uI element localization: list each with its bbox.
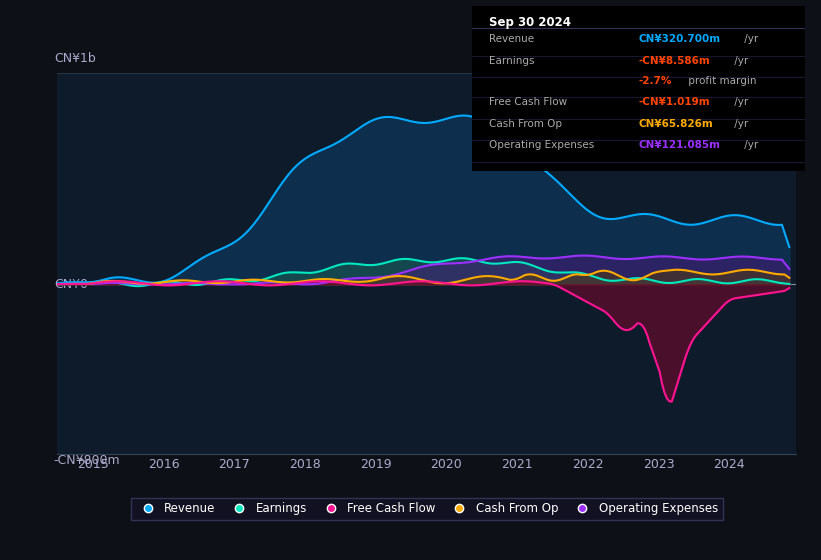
Text: Revenue: Revenue: [488, 35, 534, 44]
Text: CN¥1b: CN¥1b: [54, 52, 95, 65]
Text: -CN¥800m: -CN¥800m: [54, 454, 121, 466]
Text: Operating Expenses: Operating Expenses: [488, 140, 594, 150]
Text: CN¥65.826m: CN¥65.826m: [639, 119, 713, 129]
Text: /yr: /yr: [732, 119, 749, 129]
Text: /yr: /yr: [741, 140, 758, 150]
Text: -CN¥1.019m: -CN¥1.019m: [639, 97, 710, 108]
Text: Cash From Op: Cash From Op: [488, 119, 562, 129]
Text: CN¥121.085m: CN¥121.085m: [639, 140, 720, 150]
Text: Earnings: Earnings: [488, 56, 534, 66]
Text: profit margin: profit margin: [685, 76, 756, 86]
Text: -CN¥8.586m: -CN¥8.586m: [639, 56, 710, 66]
Text: Free Cash Flow: Free Cash Flow: [488, 97, 566, 108]
Text: /yr: /yr: [741, 35, 758, 44]
Text: /yr: /yr: [732, 56, 749, 66]
Legend: Revenue, Earnings, Free Cash Flow, Cash From Op, Operating Expenses: Revenue, Earnings, Free Cash Flow, Cash …: [131, 498, 722, 520]
Text: CN¥0: CN¥0: [54, 278, 88, 291]
Text: -2.7%: -2.7%: [639, 76, 672, 86]
Text: Sep 30 2024: Sep 30 2024: [488, 16, 571, 29]
Text: CN¥320.700m: CN¥320.700m: [639, 35, 721, 44]
Text: /yr: /yr: [732, 97, 749, 108]
